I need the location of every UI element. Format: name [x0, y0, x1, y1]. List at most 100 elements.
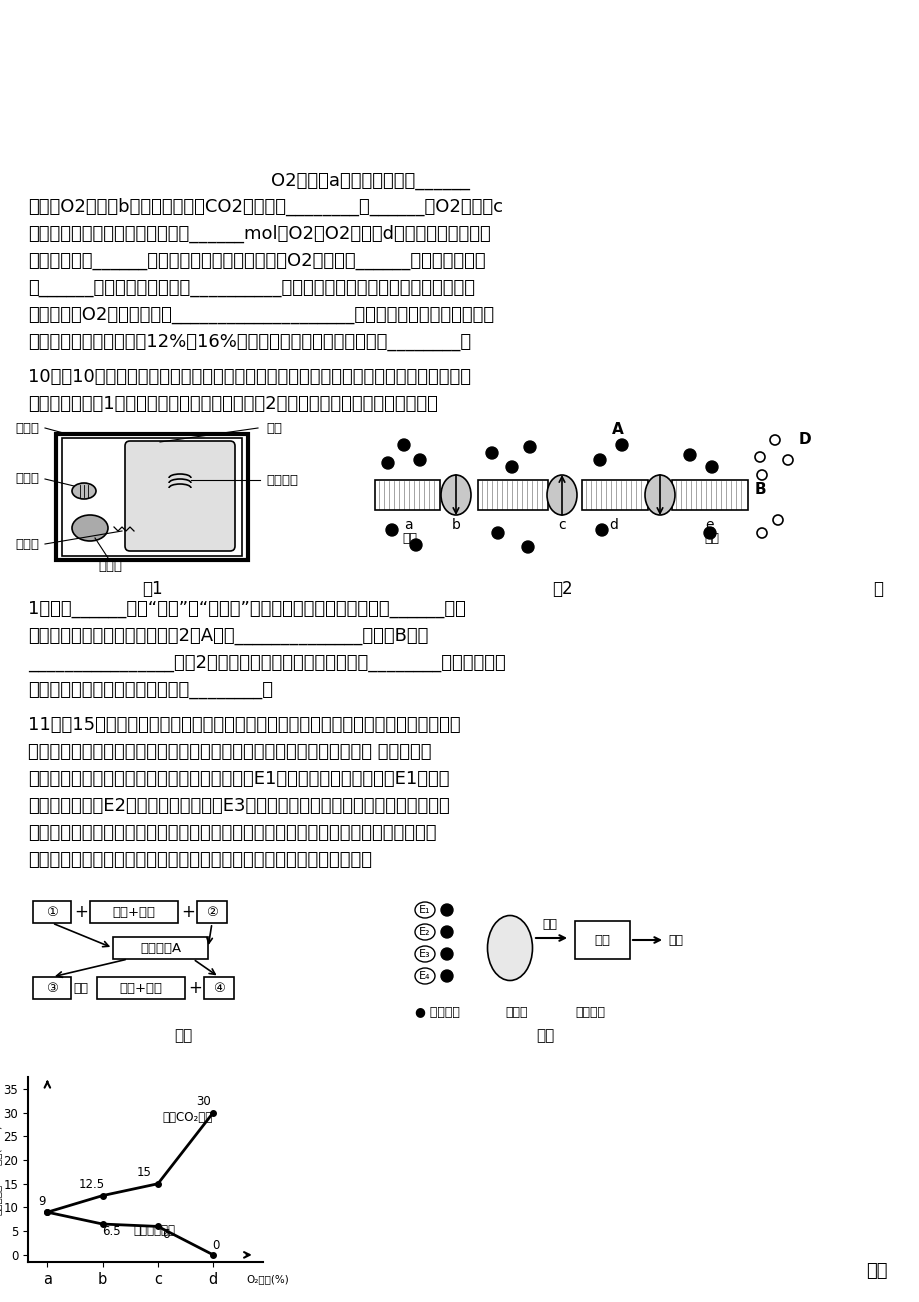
Text: 某种单糖A: 某种单糖A: [140, 941, 181, 954]
Text: 30: 30: [196, 1095, 210, 1108]
Text: 呼吸；O2浓度为b时，酵母菌产生CO2的场所有________和______；O2浓度为c: 呼吸；O2浓度为b时，酵母菌产生CO2的场所有________和______；O…: [28, 198, 503, 216]
Text: a: a: [403, 518, 412, 533]
Circle shape: [754, 452, 765, 462]
Text: 图: 图: [872, 579, 882, 598]
Text: 磷酸+碱基: 磷酸+碱基: [112, 905, 155, 918]
Bar: [33, 976, 71, 999]
Text: 15: 15: [137, 1167, 152, 1180]
Text: 产生CO₂的量: 产生CO₂的量: [162, 1111, 212, 1124]
Text: 产生酒精的量: 产生酒精的量: [133, 1224, 175, 1237]
Text: 12.5: 12.5: [78, 1178, 105, 1191]
Text: 短肽: 短肽: [667, 934, 682, 947]
Bar: [375, 480, 439, 510]
Bar: [62, 437, 242, 556]
Bar: [90, 901, 177, 923]
Ellipse shape: [72, 483, 96, 499]
Text: +: +: [74, 904, 88, 921]
Circle shape: [398, 439, 410, 450]
Ellipse shape: [414, 947, 435, 962]
Circle shape: [703, 527, 715, 539]
Text: 降解: 降解: [594, 934, 610, 947]
Circle shape: [683, 449, 696, 461]
Text: 甲状腺滤泡上皮细胞的过程是编号________。: 甲状腺滤泡上皮细胞的过程是编号________。: [28, 681, 273, 699]
Text: 6: 6: [163, 1228, 170, 1241]
Circle shape: [505, 461, 517, 473]
Text: 0: 0: [212, 1240, 220, 1253]
Ellipse shape: [414, 967, 435, 984]
Circle shape: [524, 441, 536, 453]
Bar: [113, 937, 208, 960]
Text: d: d: [609, 518, 618, 533]
Text: 胞的内部环境起着调节作用。图2中A代表______________分子；B代表: 胞的内部环境起着调节作用。图2中A代表______________分子；B代表: [28, 628, 428, 644]
Text: 时，酵母菌细胞呼吸过程中消耗了______mol的O2。O2浓度为d时，酵母菌有氧呼吸: 时，酵母菌细胞呼吸过程中消耗了______mol的O2。O2浓度为d时，酵母菌有…: [28, 225, 490, 243]
Text: 葡萄酒，当酒精含量达到12%～16%时，发酵就停止，其主要原因是________。: 葡萄酒，当酒精含量达到12%～16%时，发酵就停止，其主要原因是________…: [28, 333, 471, 352]
Text: 蛋白酶体: 蛋白酶体: [574, 1006, 605, 1019]
Text: 不断重复，逶蛋白就被绑上一批泛素分子。被泛素标记的逶蛋白很快就送往细胞内一种: 不断重复，逶蛋白就被绑上一批泛素分子。被泛素标记的逶蛋白很快就送往细胞内一种: [28, 824, 436, 842]
Bar: [671, 480, 747, 510]
Circle shape: [769, 435, 779, 445]
Text: b: b: [451, 518, 460, 533]
Circle shape: [492, 527, 504, 539]
Text: B: B: [754, 483, 765, 497]
Text: ②: ②: [206, 905, 218, 918]
Text: O2浓度为a时，酵母菌进行______: O2浓度为a时，酵母菌进行______: [271, 172, 470, 190]
Ellipse shape: [487, 915, 532, 980]
FancyBboxPatch shape: [125, 441, 234, 551]
Circle shape: [440, 970, 452, 982]
Text: 的______，此过程需要附着在__________上的酶进行催化。据图分析，酵母菌无氧: 的______，此过程需要附着在__________上的酶进行催化。据图分析，酵…: [28, 279, 474, 297]
Bar: [96, 976, 185, 999]
Circle shape: [772, 516, 782, 525]
Bar: [33, 901, 71, 923]
Circle shape: [756, 470, 766, 480]
Circle shape: [440, 926, 452, 937]
Text: +: +: [181, 904, 195, 921]
Circle shape: [705, 461, 717, 473]
Text: ________________。图2中可能代表氧气转运过程的是编号________；碘进入人体: ________________。图2中可能代表氧气转运过程的是编号______…: [28, 654, 505, 672]
Text: e: e: [705, 518, 713, 533]
Text: ● 泛素分子: ● 泛素分子: [414, 1006, 460, 1019]
Text: A: A: [611, 423, 623, 437]
Text: ①: ①: [46, 905, 58, 918]
Ellipse shape: [644, 475, 675, 516]
Text: E₂: E₂: [419, 927, 430, 937]
Circle shape: [381, 457, 393, 469]
Bar: [197, 901, 227, 923]
Text: 9: 9: [38, 1195, 46, 1208]
Text: 能量: 能量: [704, 533, 719, 546]
Text: ③: ③: [46, 982, 58, 995]
Circle shape: [410, 539, 422, 551]
Circle shape: [616, 439, 628, 450]
Circle shape: [756, 529, 766, 538]
Bar: [56, 434, 248, 560]
Circle shape: [440, 904, 452, 917]
Circle shape: [440, 948, 452, 960]
Text: D: D: [798, 432, 811, 448]
Bar: [574, 921, 630, 960]
Text: 如果: 如果: [866, 1262, 887, 1280]
Ellipse shape: [414, 924, 435, 940]
Text: 图1: 图1: [142, 579, 162, 598]
Text: 内质网: 内质网: [15, 538, 39, 551]
Text: 液泡: 液泡: [266, 422, 282, 435]
Bar: [204, 976, 233, 999]
Ellipse shape: [440, 475, 471, 516]
Bar: [478, 480, 548, 510]
Text: 11．（15分）糖类是生物体生命活动的主要能源物质，蛋白质是生命活动的体现者。图: 11．（15分）糖类是生物体生命活动的主要能源物质，蛋白质是生命活动的体现者。图: [28, 716, 460, 734]
Text: 图2: 图2: [551, 579, 572, 598]
Text: O₂浓度(%): O₂浓度(%): [246, 1273, 289, 1284]
Text: c: c: [558, 518, 565, 533]
Circle shape: [782, 454, 792, 465]
Text: E₄: E₄: [419, 971, 430, 980]
Text: 能量: 能量: [403, 533, 417, 546]
Text: +: +: [187, 979, 201, 997]
Text: 图二: 图二: [535, 1029, 553, 1043]
Text: 泛素的多肽在该过程中起重要作用。泛素激活酶E1将泛素分子激活，然后由E1将泛素: 泛素的多肽在该过程中起重要作用。泛素激活酶E1将泛素分子激活，然后由E1将泛素: [28, 769, 449, 788]
Text: 送入: 送入: [542, 918, 557, 931]
Text: 结合: 结合: [74, 982, 88, 995]
Text: 10．（10分）某科学工作者用活细胞制作了许多张连续切片。在电镜下观察这些切片后，: 10．（10分）某科学工作者用活细胞制作了许多张连续切片。在电镜下观察这些切片后…: [28, 368, 471, 385]
Text: ④: ④: [213, 982, 224, 995]
Circle shape: [386, 523, 398, 536]
Text: 他画了一张如图1所示的构成该材料的细胞图，图2为物质出入细胞示意图。请回答：: 他画了一张如图1所示的构成该材料的细胞图，图2为物质出入细胞示意图。请回答：: [28, 395, 437, 413]
Text: 细胞壁: 细胞壁: [15, 422, 39, 435]
Text: 磷酸+碱基: 磷酸+碱基: [119, 982, 163, 995]
